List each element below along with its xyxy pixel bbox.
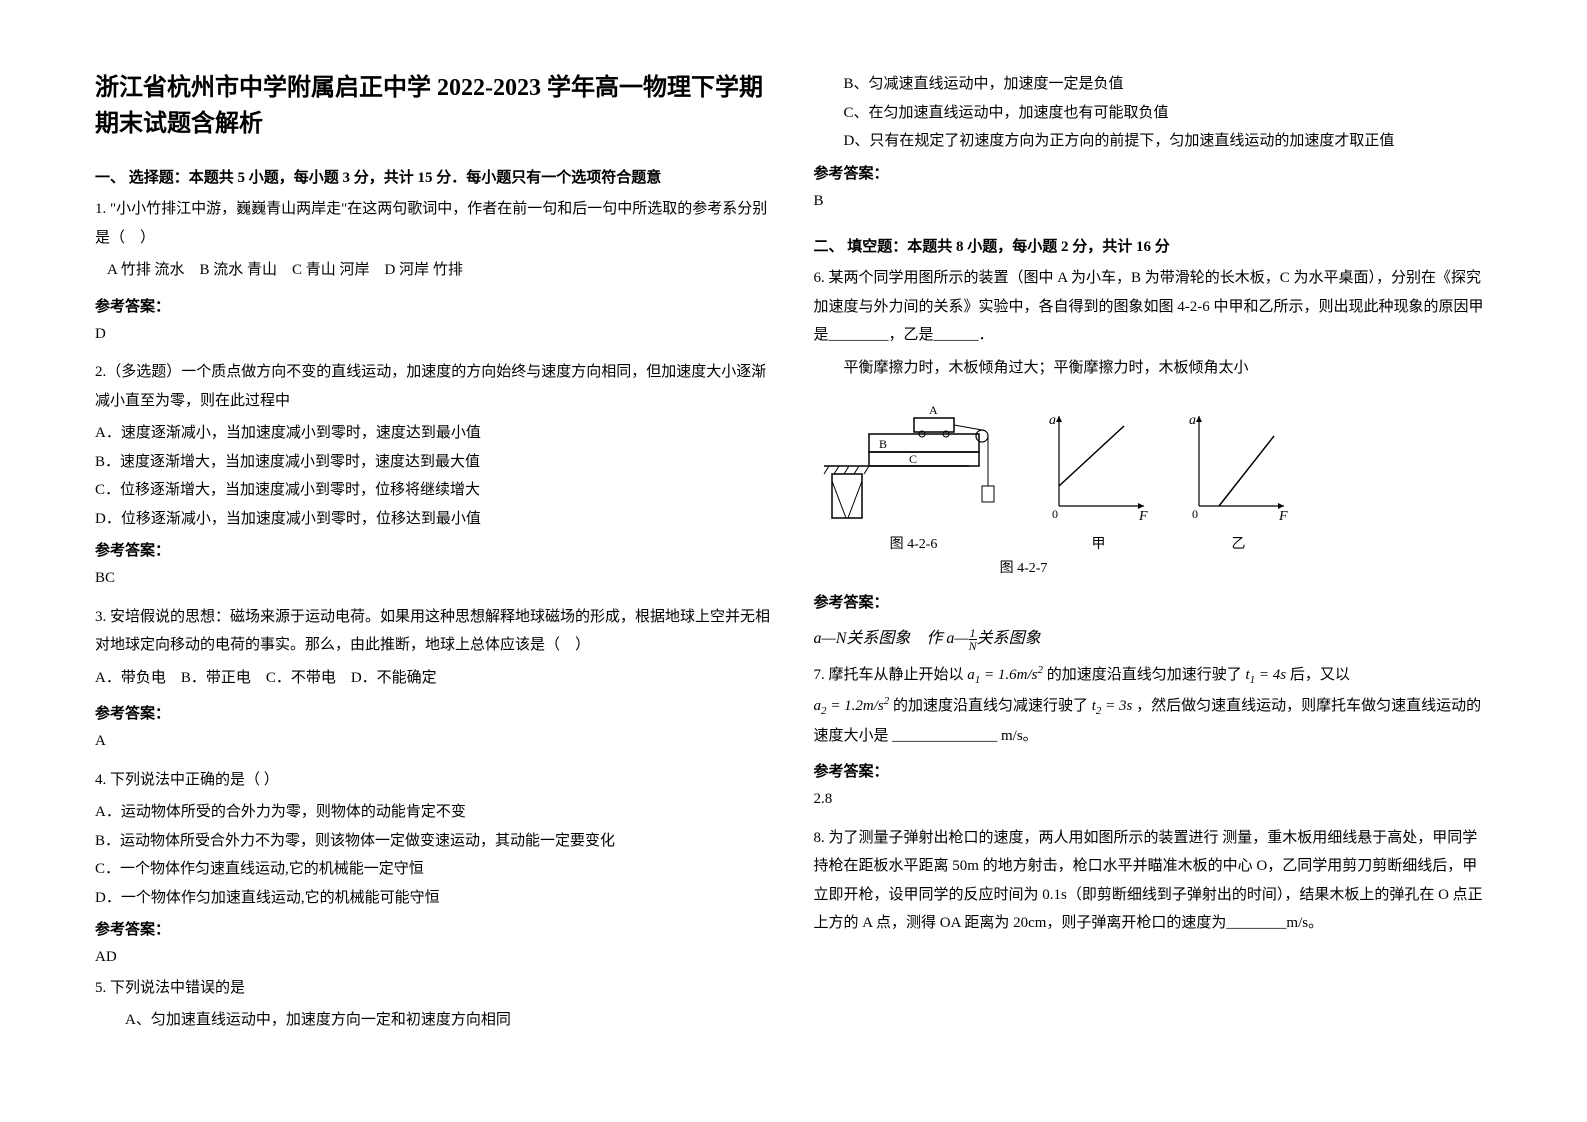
q1-options: A 竹排 流水 B 流水 青山 C 青山 河岸 D 河岸 竹排 — [95, 256, 774, 285]
document-title: 浙江省杭州市中学附属启正中学 2022-2023 学年高一物理下学期期末试题含解… — [95, 70, 774, 142]
graph-yi-caption: 乙 — [1184, 533, 1294, 553]
q5-optB: B、匀减速直线运动中，加速度一定是负值 — [814, 70, 1493, 99]
q5-answer-label: 参考答案： — [814, 162, 1493, 183]
q7-p3: 后，又以 — [1290, 667, 1350, 683]
q2-answer-label: 参考答案： — [95, 539, 774, 560]
svg-text:a: a — [1049, 413, 1056, 428]
right-column: B、匀减速直线运动中，加速度一定是负值 C、在匀加速直线运动中，加速度也有可能取… — [814, 70, 1493, 1082]
label-B: B — [879, 437, 887, 451]
q8-text: 8. 为了测量子弹射出枪口的速度，两人用如图所示的装置进行 测量，重木板用细线悬… — [814, 824, 1493, 938]
q2-optB: B．速度逐渐增大，当加速度减小到零时，速度达到最大值 — [95, 448, 774, 477]
section1-header: 一、 选择题：本题共 5 小题，每小题 3 分，共计 15 分．每小题只有一个选… — [95, 166, 774, 187]
q2-text: 2.（多选题）一个质点做方向不变的直线运动，加速度的方向始终与速度方向相同，但加… — [95, 358, 774, 415]
q3-answer-label: 参考答案： — [95, 702, 774, 723]
q6-answer-label: 参考答案： — [814, 591, 1493, 612]
q4-answer-label: 参考答案： — [95, 918, 774, 939]
apparatus-figure: B C A 图 4-2-6 — [814, 396, 1014, 553]
q4-optC: C．一个物体作匀速直线运动,它的机械能一定守恒 — [95, 855, 774, 884]
q1-text: 1. "小小竹排江中游，巍巍青山两岸走"在这两句歌词中，作者在前一句和后一句中所… — [95, 195, 774, 252]
svg-text:a: a — [1189, 413, 1196, 428]
q7-text: 7. 摩托车从静止开始以 a1 = 1.6m/s2 的加速度沿直线匀加速行驶了 … — [814, 660, 1493, 750]
svg-text:F: F — [1278, 509, 1288, 524]
q2-answer: BC — [95, 564, 774, 593]
q7-p1: 7. 摩托车从静止开始以 — [814, 667, 964, 683]
q1-answer: D — [95, 320, 774, 349]
apparatus-svg: B C A — [814, 396, 1014, 526]
q7-p4: 的加速度沿直线匀减速行驶了 — [893, 698, 1088, 714]
svg-text:0: 0 — [1192, 507, 1198, 521]
q3-answer: A — [95, 727, 774, 756]
q7-p2: 的加速度沿直线匀加速行驶了 — [1047, 667, 1242, 683]
graph-jia: a F 0 甲 — [1044, 406, 1154, 553]
q6-answer-formula: a—N关系图象 作 a—1N关系图象 — [814, 624, 1493, 652]
fig-caption-427: 图 4-2-7 — [814, 557, 1234, 577]
q6-figures: B C A 图 4-2-6 a — [814, 396, 1493, 553]
q2-optA: A．速度逐渐减小，当加速度减小到零时，速度达到最小值 — [95, 419, 774, 448]
q5-answer: B — [814, 187, 1493, 216]
graph-jia-caption: 甲 — [1044, 533, 1154, 553]
q7-answer-label: 参考答案： — [814, 760, 1493, 781]
q4-optA: A．运动物体所受的合外力为零，则物体的动能肯定不变 — [95, 798, 774, 827]
q5-optD: D、只有在规定了初速度方向为正方向的前提下，匀加速直线运动的加速度才取正值 — [814, 127, 1493, 156]
graph-yi: a F 0 乙 — [1184, 406, 1294, 553]
svg-text:F: F — [1138, 509, 1148, 524]
q3-options: A．带负电 B．带正电 C．不带电 D．不能确定 — [95, 664, 774, 693]
svg-text:0: 0 — [1052, 507, 1058, 521]
q5-optA: A、匀加速直线运动中，加速度方向一定和初速度方向相同 — [95, 1006, 774, 1035]
q7-f1: a1 = 1.6m/s2 — [967, 667, 1043, 683]
q5-optC: C、在匀加速直线运动中，加速度也有可能取负值 — [814, 99, 1493, 128]
label-C: C — [909, 452, 917, 466]
q1-answer-label: 参考答案： — [95, 295, 774, 316]
q7-answer: 2.8 — [814, 785, 1493, 814]
q6-text: 6. 某两个同学用图所示的装置（图中 A 为小车，B 为带滑轮的长木板，C 为水… — [814, 264, 1493, 350]
q5-text: 5. 下列说法中错误的是 — [95, 974, 774, 1003]
graph-yi-svg: a F 0 — [1184, 406, 1294, 526]
q6-hint: 平衡摩擦力时，木板倾角过大；平衡摩擦力时，木板倾角太小 — [814, 354, 1493, 383]
q7-f3: a2 = 1.2m/s2 — [814, 698, 890, 714]
label-A: A — [929, 403, 938, 417]
q7-f2: t1 = 4s — [1246, 667, 1287, 683]
fig-caption-426: 图 4-2-6 — [814, 533, 1014, 553]
q4-answer: AD — [95, 943, 774, 972]
graph-jia-svg: a F 0 — [1044, 406, 1154, 526]
left-column: 浙江省杭州市中学附属启正中学 2022-2023 学年高一物理下学期期末试题含解… — [95, 70, 774, 1082]
q3-text: 3. 安培假说的思想：磁场来源于运动电荷。如果用这种思想解释地球磁场的形成，根据… — [95, 603, 774, 660]
q4-text: 4. 下列说法中正确的是（ ） — [95, 766, 774, 795]
q4-optB: B．运动物体所受合外力不为零，则该物体一定做变速运动，其动能一定要变化 — [95, 827, 774, 856]
q7-f4: t2 = 3s — [1092, 698, 1133, 714]
section2-header: 二、 填空题：本题共 8 小题，每小题 2 分，共计 16 分 — [814, 235, 1493, 256]
q4-optD: D．一个物体作匀加速直线运动,它的机械能可能守恒 — [95, 884, 774, 913]
q2-optC: C．位移逐渐增大，当加速度减小到零时，位移将继续增大 — [95, 476, 774, 505]
q2-optD: D．位移逐渐减小，当加速度减小到零时，位移达到最小值 — [95, 505, 774, 534]
